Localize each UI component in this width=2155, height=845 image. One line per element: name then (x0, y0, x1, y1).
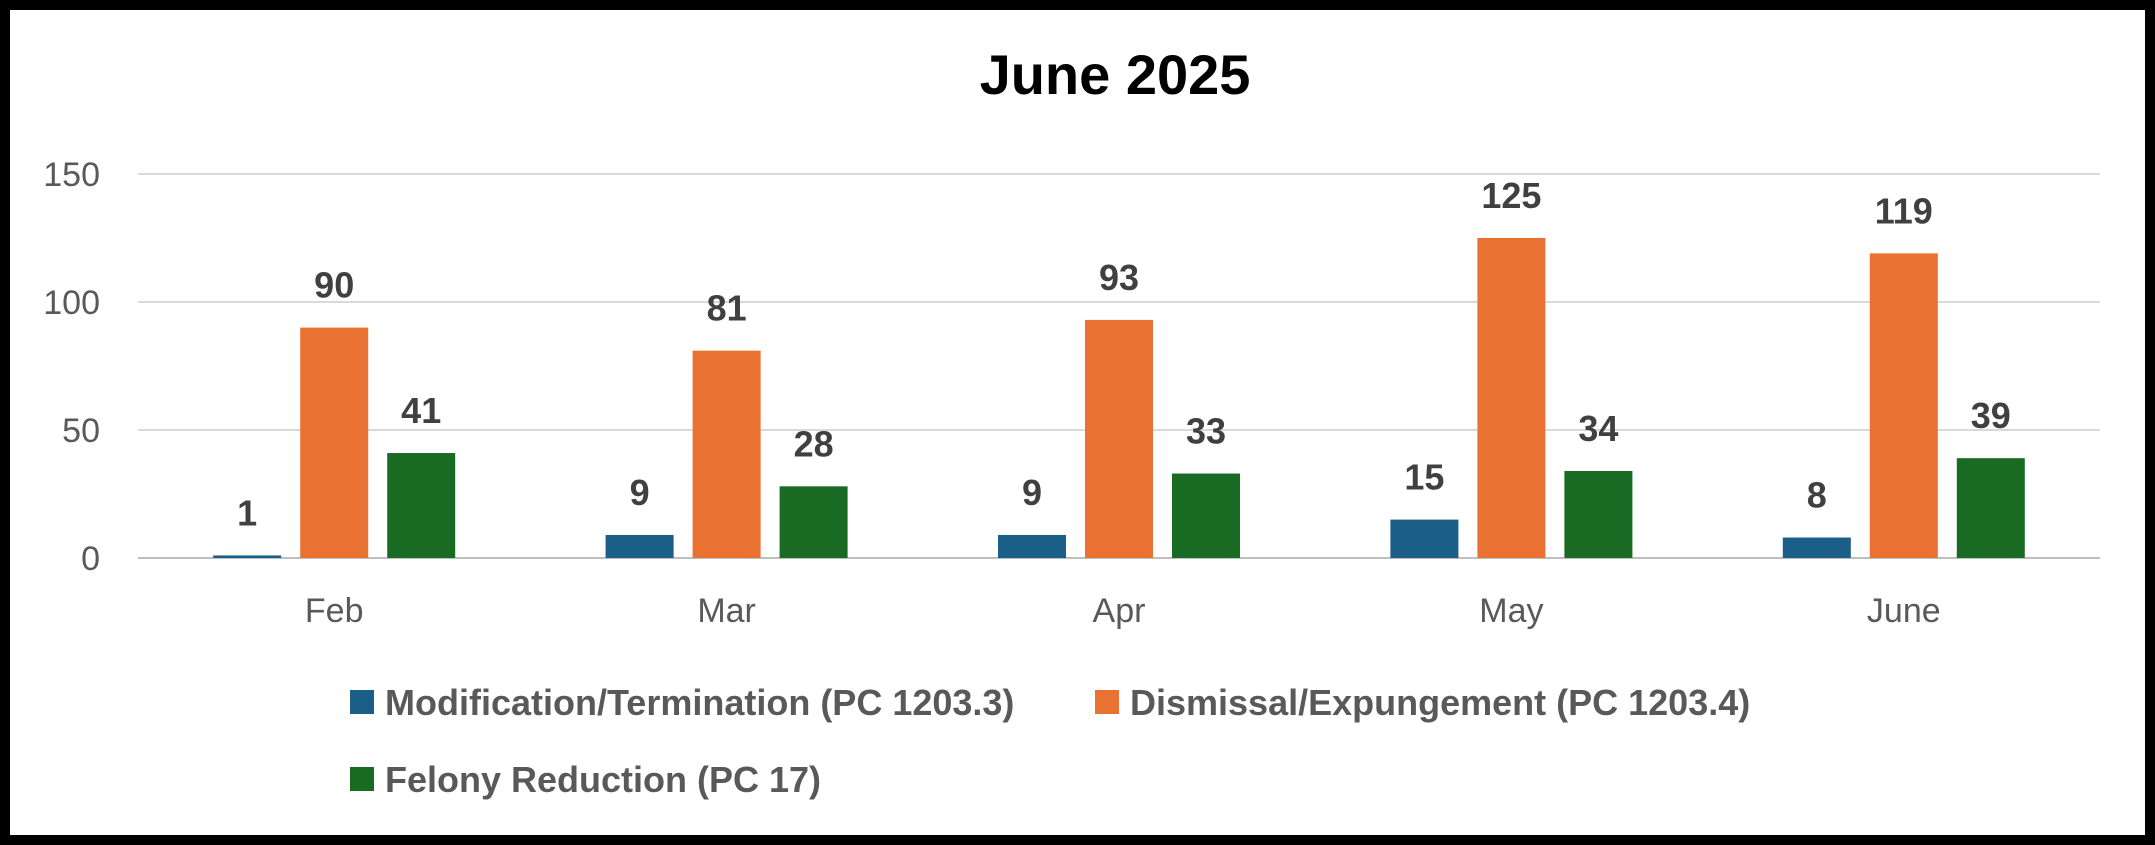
data-label: 93 (1099, 257, 1139, 298)
data-label: 1 (237, 492, 257, 533)
x-tick-label: Apr (1093, 592, 1146, 630)
data-label: 9 (1022, 472, 1042, 513)
legend: Modification/Termination (PC 1203.3) Dism… (350, 682, 1750, 800)
bar (692, 350, 761, 558)
legend-swatch (350, 767, 374, 791)
bar (1782, 537, 1851, 558)
legend-label: Felony Reduction (PC 17) (385, 759, 821, 800)
chart-title: June 2025 (980, 43, 1251, 106)
legend-swatch (350, 690, 374, 714)
x-tick-label: June (1867, 592, 1941, 630)
data-label: 119 (1875, 190, 1933, 231)
y-tick-label: 150 (43, 156, 100, 194)
data-label: 125 (1481, 175, 1541, 216)
bar (1085, 319, 1153, 558)
legend-label: Dismissal/Expungement (PC 1203.4) (1130, 682, 1750, 723)
bar (300, 327, 369, 558)
data-label: 28 (794, 423, 834, 464)
data-labels: 1 90 41 9 81 28 9 93 33 15 125 34 8 119 39 (237, 175, 2011, 533)
bar (1172, 473, 1240, 558)
y-axis-ticks: 0 50 100 150 (43, 156, 100, 578)
bar (1956, 458, 2025, 558)
bar (998, 534, 1066, 558)
data-label: 41 (401, 390, 441, 431)
x-tick-label: May (1479, 592, 1543, 630)
data-label: 34 (1578, 408, 1618, 449)
data-label: 33 (1186, 411, 1226, 452)
bars (213, 238, 2025, 559)
bar (1390, 519, 1459, 558)
x-tick-label: Mar (697, 592, 756, 630)
legend-label: Modification/Termination (PC 1203.3) (385, 682, 1014, 723)
data-label: 15 (1404, 457, 1444, 498)
bar (1564, 470, 1633, 558)
bar (213, 555, 282, 558)
y-tick-label: 50 (62, 412, 100, 450)
x-tick-label: Feb (305, 592, 364, 630)
bar (387, 453, 456, 558)
data-label: 9 (630, 472, 650, 513)
data-label: 90 (314, 265, 354, 306)
bar (1869, 253, 1938, 559)
data-label: 39 (1971, 395, 2011, 436)
bar (1477, 238, 1546, 558)
x-axis-ticks: Feb Mar Apr May June (305, 592, 1941, 630)
data-label: 8 (1807, 475, 1827, 516)
data-label: 81 (707, 288, 747, 329)
bar (779, 486, 848, 558)
bar (605, 534, 674, 558)
y-tick-label: 100 (43, 284, 100, 322)
y-tick-label: 0 (81, 540, 100, 578)
legend-swatch (1095, 690, 1119, 714)
